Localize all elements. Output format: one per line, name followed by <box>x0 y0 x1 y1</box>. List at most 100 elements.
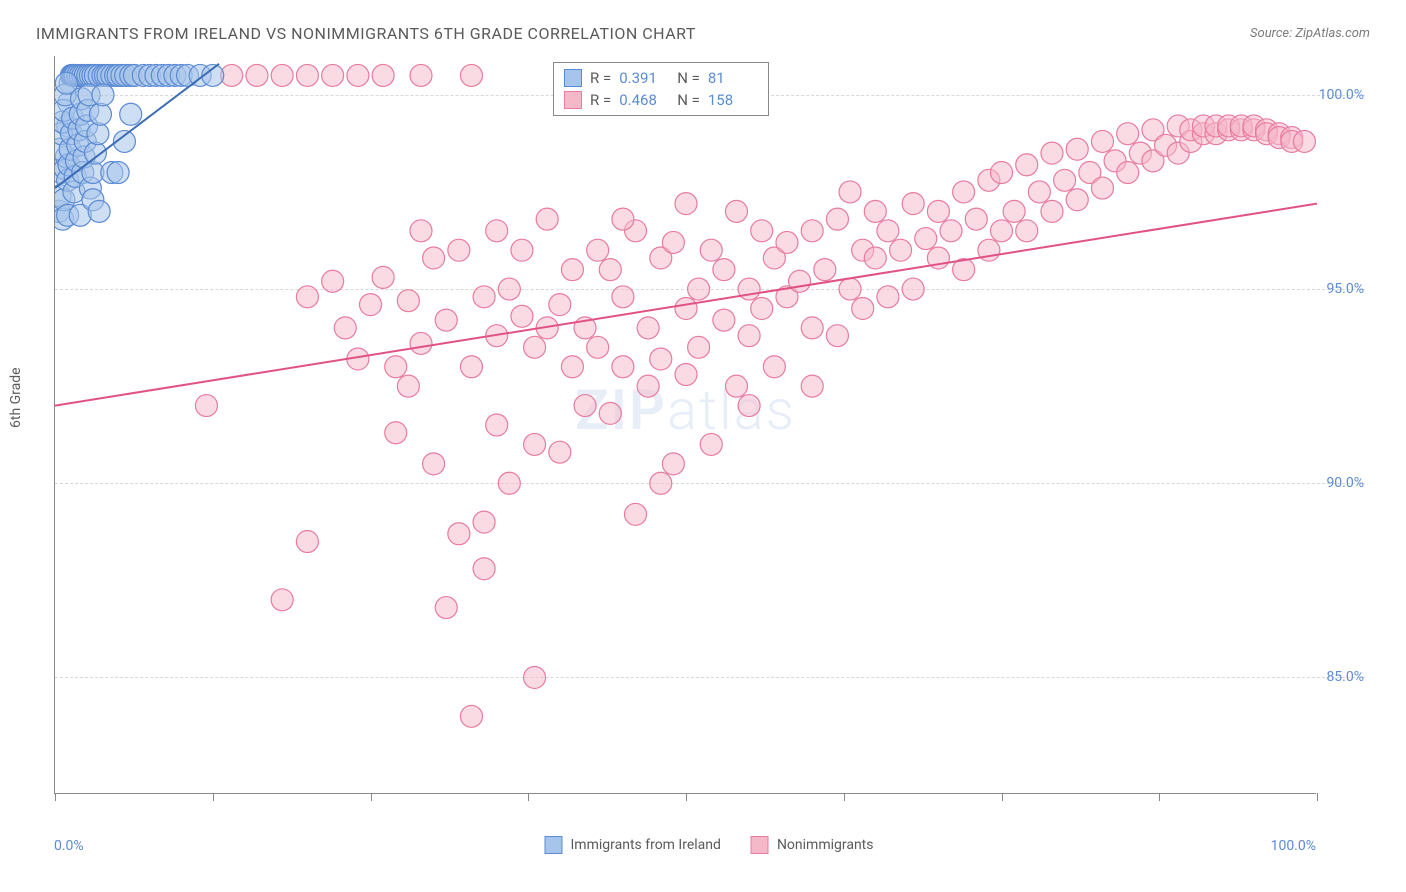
scatter-point <box>587 239 609 261</box>
scatter-point <box>625 503 647 525</box>
y-tick-label: 100.0% <box>1319 87 1364 103</box>
x-tick <box>1002 793 1003 801</box>
scatter-point <box>991 162 1013 184</box>
scatter-point <box>88 200 110 222</box>
y-axis-label: 6th Grade <box>8 367 24 428</box>
scatter-point <box>296 531 318 553</box>
scatter-point <box>751 297 773 319</box>
scatter-point <box>1293 130 1315 152</box>
scatter-point <box>864 247 886 269</box>
scatter-point <box>460 356 482 378</box>
scatter-point <box>814 259 836 281</box>
chart-source: Source: ZipAtlas.com <box>1250 26 1370 41</box>
scatter-point <box>423 247 445 269</box>
scatter-point <box>801 375 823 397</box>
scatter-point <box>435 309 457 331</box>
scatter-point <box>87 123 109 145</box>
n-label: N = <box>677 69 700 87</box>
scatter-point <box>120 103 142 125</box>
scatter-point <box>637 317 659 339</box>
scatter-point <box>953 181 975 203</box>
scatter-point <box>498 472 520 494</box>
stats-row-series-0: R = 0.391 N = 81 <box>564 67 758 89</box>
scatter-point <box>801 220 823 242</box>
scatter-point <box>271 589 293 611</box>
stats-legend-box: R = 0.391 N = 81 R = 0.468 N = 158 <box>553 62 769 116</box>
scatter-point <box>751 220 773 242</box>
scatter-point <box>1028 181 1050 203</box>
chart-title: IMMIGRANTS FROM IRELAND VS NONIMMIGRANTS… <box>36 24 696 43</box>
scatter-point <box>650 348 672 370</box>
scatter-point <box>864 200 886 222</box>
scatter-point <box>826 325 848 347</box>
scatter-point <box>460 64 482 86</box>
scatter-point <box>1016 220 1038 242</box>
scatter-point <box>763 356 785 378</box>
scatter-point <box>322 64 344 86</box>
scatter-point <box>347 64 369 86</box>
stats-swatch-0 <box>564 69 582 87</box>
scatter-point <box>725 375 747 397</box>
x-tick <box>1159 793 1160 801</box>
scatter-point <box>334 317 356 339</box>
scatter-point <box>662 231 684 253</box>
scatter-point <box>1117 162 1139 184</box>
scatter-point <box>1091 130 1113 152</box>
scatter-point <box>599 259 621 281</box>
scatter-point <box>296 286 318 308</box>
scatter-point <box>965 208 987 230</box>
n-label: N = <box>677 91 700 109</box>
scatter-point <box>524 336 546 358</box>
scatter-point <box>271 64 293 86</box>
scatter-point <box>410 64 432 86</box>
scatter-point <box>246 64 268 86</box>
scatter-point <box>549 294 571 316</box>
x-tick <box>528 793 529 801</box>
scatter-point <box>372 64 394 86</box>
scatter-point <box>360 294 382 316</box>
scatter-point <box>612 286 634 308</box>
scatter-point <box>688 336 710 358</box>
scatter-point <box>826 208 848 230</box>
scatter-point <box>574 395 596 417</box>
scatter-point <box>902 278 924 300</box>
n-value-0: 81 <box>708 69 758 87</box>
scatter-svg <box>55 56 1317 794</box>
r-value-0: 0.391 <box>619 69 669 87</box>
x-tick <box>844 793 845 801</box>
scatter-point <box>524 433 546 455</box>
scatter-point <box>460 705 482 727</box>
scatter-point <box>587 336 609 358</box>
scatter-point <box>410 332 432 354</box>
scatter-point <box>612 208 634 230</box>
scatter-point <box>1117 123 1139 145</box>
scatter-point <box>675 297 697 319</box>
scatter-point <box>511 305 533 327</box>
scatter-point <box>296 64 318 86</box>
scatter-point <box>385 356 407 378</box>
scatter-point <box>561 259 583 281</box>
x-tick <box>213 793 214 801</box>
scatter-point <box>322 270 344 292</box>
scatter-point <box>991 220 1013 242</box>
scatter-point <box>486 414 508 436</box>
scatter-point <box>637 375 659 397</box>
scatter-point <box>473 286 495 308</box>
scatter-point <box>902 193 924 215</box>
x-tick <box>55 793 56 801</box>
scatter-point <box>801 317 823 339</box>
scatter-point <box>927 200 949 222</box>
x-tick <box>1317 793 1318 801</box>
r-label: R = <box>590 91 611 109</box>
plot-area: ZIPatlas R = 0.391 N = 81 R = 0.468 N = … <box>54 56 1316 794</box>
scatter-point <box>738 278 760 300</box>
scatter-point <box>410 220 432 242</box>
scatter-point <box>650 472 672 494</box>
scatter-point <box>940 220 962 242</box>
scatter-point <box>700 239 722 261</box>
scatter-point <box>700 433 722 455</box>
scatter-point <box>423 453 445 475</box>
scatter-point <box>877 286 899 308</box>
scatter-point <box>1066 138 1088 160</box>
y-tick-label: 90.0% <box>1326 475 1364 491</box>
